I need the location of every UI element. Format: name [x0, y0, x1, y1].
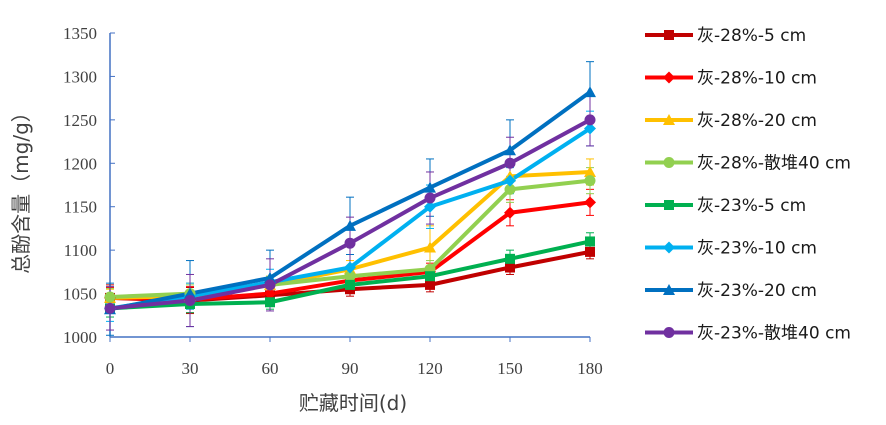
data-point — [424, 181, 436, 193]
data-point — [425, 271, 435, 282]
data-point — [344, 261, 356, 274]
legend-marker — [663, 241, 675, 254]
data-point — [344, 237, 356, 249]
data-point — [505, 253, 515, 264]
data-point — [184, 287, 196, 299]
y-tick-label: 1250 — [63, 111, 97, 130]
legend-marker — [664, 30, 674, 40]
x-tick-label: 150 — [497, 359, 523, 378]
y-tick-label: 1350 — [63, 24, 97, 43]
legend-item: 灰-28%-散堆40 cm — [645, 154, 851, 174]
x-tick-label: 0 — [106, 359, 115, 378]
data-point — [584, 165, 596, 177]
data-point — [344, 219, 356, 231]
series-markers — [104, 86, 596, 315]
legend-marker — [663, 284, 675, 295]
legend: 灰-28%-5 cm 灰-28%-10 cm 灰-28%-20 cm 灰-28%-散堆… — [645, 26, 851, 344]
legend-item: 灰-28%-10 cm — [645, 69, 817, 89]
legend-item: 灰-23%-20 cm — [645, 281, 817, 301]
data-point — [104, 291, 116, 303]
legend-label: 灰-28%-5 cm — [697, 26, 806, 46]
data-point — [104, 302, 116, 314]
legend-marker — [663, 157, 675, 168]
y-tick-label: 1050 — [63, 285, 97, 304]
x-tick-label: 180 — [577, 359, 603, 378]
data-point — [584, 175, 596, 187]
data-point — [345, 279, 355, 290]
y-tick-label: 1100 — [64, 241, 97, 260]
data-point — [425, 279, 435, 290]
x-axis-title: 贮藏时间(d) — [299, 391, 407, 415]
legend-item: 灰-23%-散堆40 cm — [645, 324, 851, 344]
legend-marker — [663, 71, 675, 84]
y-tick-label: 1200 — [63, 154, 97, 173]
legend-label: 灰-23%-20 cm — [697, 281, 817, 301]
y-axis: 1000 1050 1100 1150 1200 1250 1300 1350 — [63, 24, 115, 347]
legend-label: 灰-23%-散堆40 cm — [697, 324, 851, 344]
x-tick-label: 90 — [342, 359, 359, 378]
data-point — [184, 295, 196, 307]
data-point — [344, 270, 356, 282]
legend-marker — [663, 327, 675, 338]
y-tick-label: 1300 — [63, 67, 97, 86]
legend-item: 灰-23%-5 cm — [645, 196, 806, 216]
x-axis: 0 30 60 90 120 150 180 — [106, 336, 603, 378]
legend-label: 灰-28%-散堆40 cm — [697, 154, 851, 174]
data-point — [504, 157, 516, 169]
plot-area: 1000 1050 1100 1150 1200 1250 1300 1350 0 30 60 90… — [63, 24, 603, 378]
legend-marker — [663, 114, 675, 125]
y-tick-label: 1150 — [64, 198, 97, 217]
data-point — [584, 122, 596, 135]
data-point — [264, 271, 276, 283]
data-point — [504, 183, 516, 195]
data-point — [585, 246, 595, 257]
y-axis-title: 总酚含量（mg/g） — [9, 102, 33, 274]
data-point — [585, 236, 595, 247]
legend-label: 灰-23%-5 cm — [697, 196, 806, 216]
data-point — [264, 279, 276, 291]
data-point — [504, 174, 516, 187]
data-point — [424, 241, 436, 253]
legend-item: 灰-28%-20 cm — [645, 111, 817, 131]
data-point — [424, 200, 436, 213]
x-tick-label: 60 — [262, 359, 279, 378]
data-point — [584, 196, 596, 209]
y-tick-label: 1000 — [63, 328, 97, 347]
legend-marker — [664, 200, 674, 210]
data-point — [505, 262, 515, 273]
data-point — [504, 206, 516, 219]
legend-item: 灰-28%-5 cm — [645, 26, 806, 46]
data-point — [264, 287, 276, 300]
data-point — [504, 144, 516, 156]
data-point — [424, 192, 436, 204]
legend-label: 灰-28%-10 cm — [697, 69, 817, 89]
data-point — [584, 114, 596, 126]
x-tick-label: 30 — [182, 359, 199, 378]
x-tick-label: 120 — [417, 359, 443, 378]
data-point — [265, 297, 275, 308]
legend-item: 灰-23%-10 cm — [645, 239, 817, 259]
legend-label: 灰-23%-10 cm — [697, 239, 817, 259]
legend-label: 灰-28%-20 cm — [697, 111, 817, 131]
data-point — [584, 86, 596, 98]
